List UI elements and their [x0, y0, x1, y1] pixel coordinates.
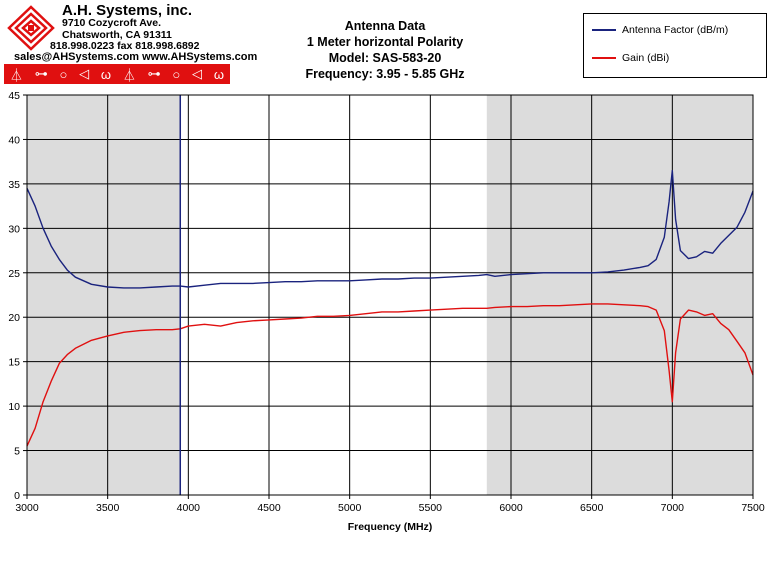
x-tick-label: 7000	[661, 502, 685, 514]
antenna-icon: ⏃	[122, 67, 136, 83]
dipole-icon: ⊶	[34, 66, 48, 81]
y-tick-label: 10	[8, 401, 20, 413]
x-tick-label: 6500	[580, 502, 604, 514]
loop-icon: ○	[172, 66, 181, 82]
horn-icon: ◁	[79, 66, 90, 81]
x-tick-label: 4000	[177, 502, 201, 514]
x-tick-label: 3500	[96, 502, 120, 514]
chart-title-line: Antenna Data	[344, 19, 426, 33]
y-tick-label: 5	[14, 446, 20, 458]
chart-title: Antenna Data 1 Meter horizontal Polarity…	[240, 18, 530, 82]
company-address-line2: Chatsworth, CA 91311	[62, 29, 172, 41]
company-logo-icon	[7, 5, 55, 51]
legend-label: Antenna Factor (dB/m)	[622, 24, 729, 36]
legend-item-gain: Gain (dBi)	[592, 52, 669, 64]
dipole-icon: ⊶	[147, 66, 161, 81]
legend-swatch	[592, 57, 616, 59]
y-tick-label: 35	[8, 179, 20, 191]
legend-label: Gain (dBi)	[622, 52, 670, 64]
shaded-band	[486, 95, 753, 495]
y-tick-label: 15	[8, 357, 20, 369]
axes	[23, 94, 754, 499]
chart-legend: Antenna Factor (dB/m) Gain (dBi)	[583, 13, 767, 78]
legend-item-antenna-factor: Antenna Factor (dB/m)	[592, 24, 728, 36]
tick-labels: 3000 3500 4000 4500 5000 5500 6000 6500 7000 7500…	[8, 90, 765, 514]
legend-swatch	[592, 29, 616, 31]
y-tick-label: 45	[8, 90, 20, 102]
x-tick-label: 5000	[338, 502, 362, 514]
biconical-icon: ω	[100, 66, 112, 82]
chart-title-line: Model: SAS-583-20	[328, 51, 442, 65]
product-icon-bar: ⏃ ⊶ ○ ◁ ω ⏃ ⊶ ○ ◁ ω	[4, 64, 230, 84]
y-tick-label: 0	[14, 490, 20, 502]
y-tick-label: 30	[8, 223, 20, 235]
company-name: A.H. Systems, inc.	[62, 2, 193, 19]
x-tick-label: 3000	[15, 502, 39, 514]
y-tick-label: 20	[8, 312, 20, 324]
x-tick-label: 5500	[419, 502, 443, 514]
x-tick-label: 7500	[741, 502, 765, 514]
company-address-line1: 9710 Cozycroft Ave.	[62, 17, 162, 29]
loop-icon: ○	[59, 66, 68, 82]
company-phone: 818.998.0223 fax 818.998.6892	[50, 40, 200, 52]
x-tick-label: 4500	[257, 502, 281, 514]
y-tick-label: 25	[8, 268, 20, 280]
chart-title-line: 1 Meter horizontal Polarity	[306, 35, 464, 49]
plot-frame	[26, 94, 754, 496]
antenna-icon: ⏃	[9, 67, 23, 83]
company-header: A.H. Systems, inc. 9710 Cozycroft Ave. C…	[4, 2, 257, 84]
series-lines	[26, 95, 754, 495]
x-tick-label: 6000	[499, 502, 523, 514]
y-tick-label: 40	[8, 134, 20, 146]
x-axis-label: Frequency (MHz)	[348, 521, 433, 533]
company-web: sales@AHSystems.com www.AHSystems.com	[14, 51, 258, 63]
shaded-band	[27, 95, 181, 495]
series-line-antenna-factor	[26, 169, 754, 289]
series-line-gain	[26, 303, 754, 447]
horn-icon: ◁	[192, 66, 203, 81]
shaded-regions	[27, 95, 753, 495]
biconical-icon: ω	[213, 66, 224, 82]
chart-title-line: Frequency: 3.95 - 5.85 GHz	[305, 67, 465, 81]
